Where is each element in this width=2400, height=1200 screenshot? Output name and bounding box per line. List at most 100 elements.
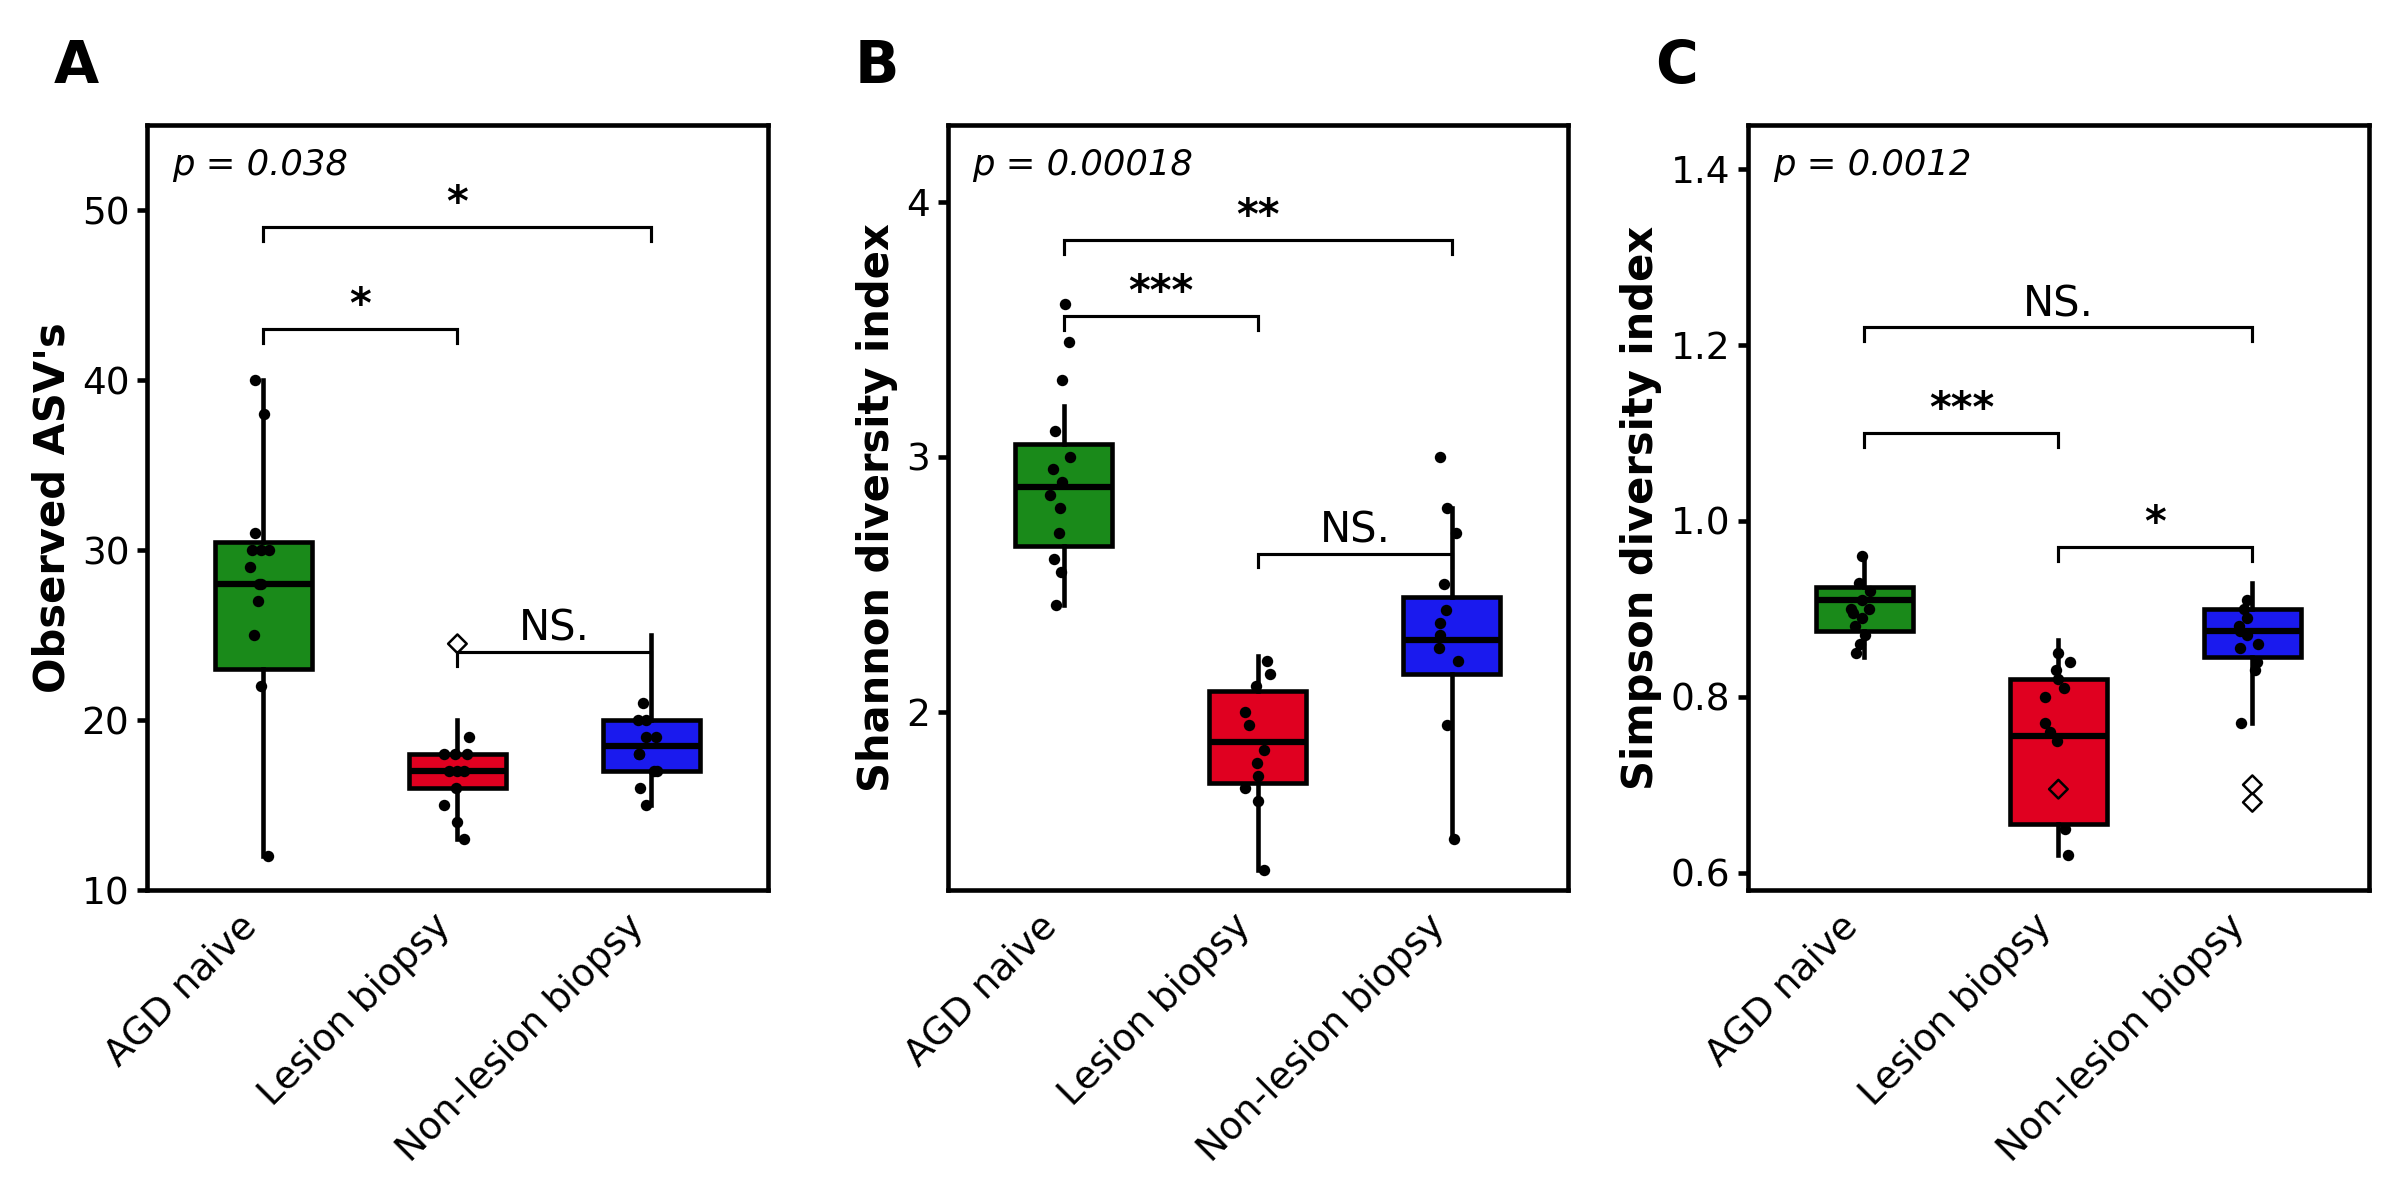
Bar — [408, 755, 506, 788]
Point — [1428, 498, 1466, 517]
Point — [1421, 613, 1459, 632]
Point — [2045, 820, 2083, 839]
Point — [1421, 625, 1459, 644]
Point — [2045, 678, 2083, 697]
Point — [2040, 643, 2078, 662]
Point — [1435, 829, 1474, 848]
Point — [439, 634, 478, 653]
Point — [1428, 715, 1466, 734]
Text: A: A — [53, 37, 98, 95]
Point — [242, 541, 281, 560]
Point — [437, 745, 475, 764]
Text: NS.: NS. — [2023, 283, 2093, 325]
Point — [2220, 617, 2258, 636]
Point — [425, 796, 463, 815]
Point — [425, 745, 463, 764]
Bar — [1404, 598, 1500, 673]
Point — [1841, 635, 1879, 654]
Point — [1841, 572, 1879, 592]
Point — [235, 625, 274, 644]
Point — [2030, 722, 2069, 742]
Point — [250, 847, 288, 866]
Point — [1042, 562, 1080, 581]
Point — [1037, 421, 1075, 440]
Point — [1843, 590, 1882, 610]
Point — [2234, 661, 2273, 680]
Point — [2026, 688, 2064, 707]
Point — [2222, 714, 2261, 733]
Point — [242, 677, 281, 696]
Point — [1250, 664, 1289, 683]
Point — [2052, 652, 2090, 671]
Text: ***: *** — [1930, 389, 1994, 431]
Point — [1421, 638, 1459, 658]
Point — [1850, 599, 1889, 618]
Point — [1246, 740, 1284, 760]
Point — [624, 694, 662, 713]
Point — [1836, 643, 1874, 662]
Point — [444, 762, 482, 781]
Bar — [216, 541, 312, 670]
Point — [626, 710, 665, 730]
Point — [1246, 860, 1284, 880]
Y-axis label: Simpson diversity index: Simpson diversity index — [1620, 226, 1663, 790]
Point — [2227, 590, 2266, 610]
Point — [240, 592, 278, 611]
Point — [2026, 714, 2064, 733]
Point — [1836, 617, 1874, 636]
Point — [1231, 715, 1270, 734]
Point — [1034, 550, 1073, 569]
Point — [2225, 599, 2263, 618]
Point — [235, 371, 274, 390]
Text: p = 0.0012: p = 0.0012 — [1774, 148, 1970, 182]
Point — [1426, 575, 1464, 594]
Text: *: * — [350, 284, 372, 326]
Point — [430, 762, 468, 781]
Point — [1034, 460, 1073, 479]
Point — [1438, 652, 1476, 671]
Point — [1042, 371, 1080, 390]
Point — [449, 745, 487, 764]
Point — [1238, 754, 1277, 773]
Point — [1039, 523, 1078, 542]
Point — [1042, 498, 1080, 517]
Point — [1438, 523, 1476, 542]
Point — [636, 727, 674, 746]
Point — [2220, 622, 2258, 641]
Point — [437, 762, 475, 781]
Point — [1238, 792, 1277, 811]
Point — [1843, 608, 1882, 628]
Bar — [2009, 679, 2107, 824]
Point — [619, 745, 658, 764]
Point — [1051, 448, 1090, 467]
Point — [638, 762, 677, 781]
Point — [1428, 600, 1466, 619]
Point — [1226, 702, 1265, 721]
Point — [233, 541, 271, 560]
Point — [1850, 582, 1889, 601]
Point — [2038, 661, 2076, 680]
Point — [1834, 604, 1872, 623]
Point — [437, 812, 475, 832]
Y-axis label: Shannon diversity index: Shannon diversity index — [857, 223, 898, 792]
Point — [1226, 779, 1265, 798]
Point — [619, 745, 658, 764]
Bar — [2203, 608, 2302, 658]
Point — [2038, 731, 2076, 750]
Point — [245, 404, 283, 424]
Point — [2040, 780, 2078, 799]
Point — [626, 796, 665, 815]
Point — [2050, 846, 2088, 865]
Point — [619, 710, 658, 730]
Point — [622, 779, 660, 798]
Bar — [1015, 444, 1114, 546]
Bar — [602, 720, 701, 772]
Point — [1843, 546, 1882, 565]
Point — [1831, 599, 1870, 618]
Point — [437, 779, 475, 798]
Bar — [1210, 691, 1306, 784]
Point — [2227, 625, 2266, 644]
Point — [1421, 448, 1459, 467]
Text: p = 0.038: p = 0.038 — [173, 148, 348, 182]
Point — [2227, 608, 2266, 628]
